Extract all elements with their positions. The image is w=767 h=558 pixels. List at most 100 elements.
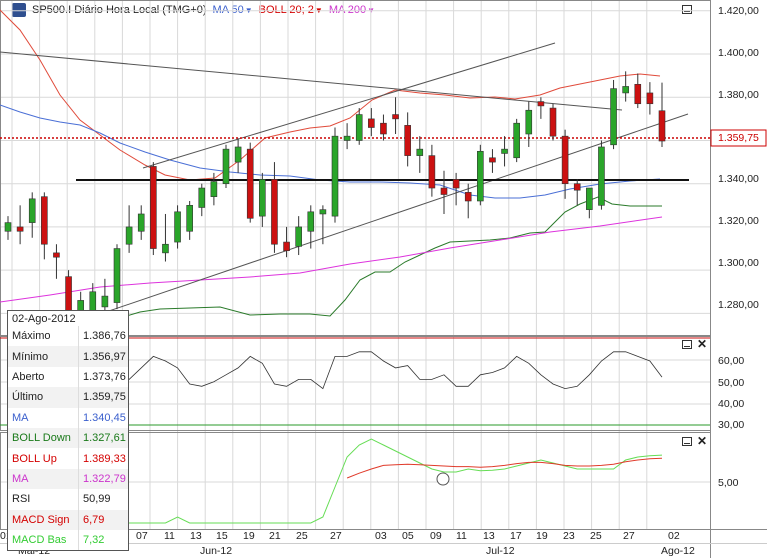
data-window-row: BOLL Down 1.327,61: [8, 427, 128, 449]
candle-up: [513, 122, 520, 159]
candle-down: [16, 226, 24, 232]
candle-down: [549, 107, 557, 137]
candle-up: [162, 243, 169, 254]
candle-up: [622, 86, 629, 94]
candle-down: [150, 166, 157, 249]
price-tick-label: 1.420,00: [718, 5, 759, 17]
rsi-tick-label: 30,00: [718, 419, 745, 431]
candle-down: [489, 157, 496, 163]
data-window-rows: Máximo 1.386,76 Mínimo 1.356,97 Aberto 1.373,…: [8, 326, 128, 551]
candle-down: [246, 148, 254, 219]
data-window-value: 50,99: [78, 489, 128, 510]
candle-down: [561, 135, 569, 185]
price-tick-label: 1.300,00: [718, 257, 759, 269]
date-tick-label: 09: [430, 530, 442, 542]
candle-up: [586, 187, 593, 210]
date-tick-label: 25: [590, 530, 602, 542]
data-window-label: Último: [12, 391, 44, 404]
candle-up: [477, 150, 484, 202]
date-tick-label: 11: [456, 530, 467, 542]
data-window-value: 7,32: [78, 529, 128, 551]
data-window-value: 1.389,33: [78, 448, 128, 469]
date-tick-label: 15: [216, 530, 228, 542]
date-tick-label: 13: [190, 530, 202, 542]
data-window-value: 1.373,76: [78, 366, 128, 388]
candle-up: [343, 135, 351, 141]
data-window-label: Mínimo: [12, 350, 49, 363]
data-window-row: MACD Bas 7,32: [8, 529, 128, 551]
candle-up: [210, 181, 218, 197]
candle-down: [573, 183, 581, 191]
month-label: Ago-12: [661, 545, 695, 557]
candle-up: [186, 205, 193, 232]
date-tick-label: 05: [402, 530, 414, 542]
rsi-tick-label: 60,00: [718, 355, 745, 367]
data-window-row: BOLL Up 1.389,33: [8, 448, 128, 469]
candle-up: [416, 148, 424, 156]
current-price-tag: [710, 129, 767, 147]
data-window-date: 02-Ago-2012: [12, 313, 76, 325]
candle-down: [464, 192, 472, 202]
data-window-value: 1.340,45: [78, 407, 128, 428]
data-window-label: MA: [12, 411, 29, 424]
candle-down: [41, 196, 48, 245]
close-pane-icon[interactable]: ✕: [697, 434, 708, 448]
minimize-pane-icon[interactable]: [682, 437, 692, 446]
month-label: Jul-12: [486, 545, 515, 557]
candle-down: [392, 114, 399, 120]
minimize-pane-icon[interactable]: [682, 340, 692, 349]
candles-layer: [4, 71, 666, 344]
data-window-value: 6,79: [78, 509, 128, 530]
candle-down: [283, 241, 290, 252]
trendline-upper-channel: [142, 42, 556, 169]
price-tick-label: 1.320,00: [718, 215, 759, 227]
price-tick-label: 1.280,00: [718, 299, 759, 311]
month-label: Jun-12: [200, 545, 233, 557]
close-pane-icon[interactable]: ✕: [697, 337, 708, 351]
data-window-row: Aberto 1.373,76: [8, 366, 128, 388]
candle-down: [271, 179, 278, 245]
date-tick-label: 03: [375, 530, 387, 542]
data-window-row: Último 1.359,75: [8, 387, 128, 408]
rsi-tick-label: 50,00: [718, 377, 745, 389]
data-window-label: MACD Bas: [12, 534, 67, 547]
data-window-label: BOLL Up: [12, 452, 57, 465]
candle-up: [137, 213, 145, 232]
boll-up-line: [0, 9, 661, 181]
date-tick-label: 11: [164, 530, 175, 542]
ma50-line: [0, 104, 661, 199]
minimize-pane-icon[interactable]: [682, 5, 692, 14]
candle-up: [307, 211, 315, 232]
date-tick-label: 23: [563, 530, 575, 542]
date-tick-label: 27: [623, 530, 635, 542]
data-window-label: Máximo: [12, 330, 51, 343]
candle-down: [658, 110, 666, 142]
symbol-label[interactable]: SP500.I Diário Hora Local (TMG+0): [32, 4, 207, 16]
data-window-panel: 02-Ago-2012 Máximo 1.386,76 Mínimo 1.356,97…: [7, 310, 129, 552]
chart-grid: [0, 0, 710, 529]
macd-tick-label: 5,00: [718, 477, 739, 489]
candle-down: [452, 179, 460, 189]
trendline-resistance: [0, 51, 623, 111]
candle-up: [125, 226, 133, 245]
boll-down-line: [99, 196, 662, 331]
date-tick-label: 21: [269, 530, 281, 542]
candle-up: [222, 148, 230, 185]
date-tick-label: 19: [243, 530, 255, 542]
data-window-value: 1.356,97: [78, 346, 128, 367]
candle-up: [113, 248, 121, 303]
candle-up: [355, 114, 363, 141]
date-tick-label: 13: [483, 530, 495, 542]
date-tick-label: 27: [330, 530, 342, 542]
macd-signal-line: [346, 457, 663, 479]
candle-down: [634, 83, 642, 105]
data-window-row: MA 1.340,45: [8, 407, 128, 428]
current-price-label: 1.359,75: [718, 132, 759, 144]
date-tick-label: 17: [510, 530, 522, 542]
data-window-row: Máximo 1.386,76: [8, 326, 128, 347]
ma200-line: [0, 216, 663, 303]
candle-down: [537, 101, 545, 107]
candle-down: [53, 252, 60, 258]
candle-down: [404, 125, 411, 156]
price-tick-label: 1.380,00: [718, 89, 759, 101]
